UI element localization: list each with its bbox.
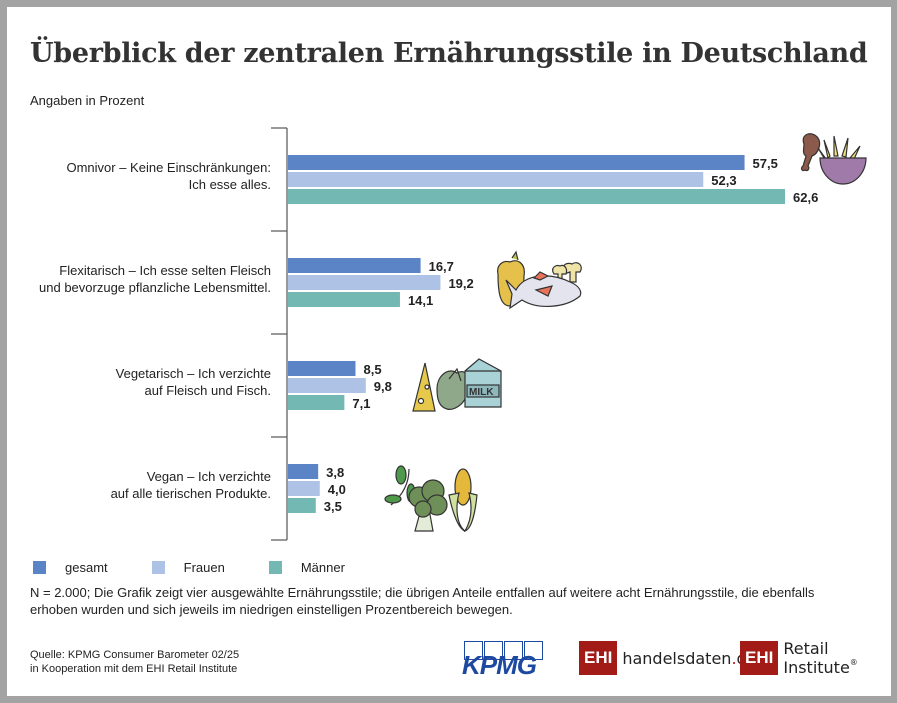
bar-chart: 57,5 16,7 8,5 3,8 52,3 19,2 9,8 4,0 62,6 14,1 7,1 3… (271, 127, 867, 541)
kpmg-boxes-icon (464, 641, 544, 660)
footnote: N = 2.000; Die Grafik zeigt vier ausgewä… (30, 585, 815, 617)
retail-institute-wordmark: Retail Institute® (783, 639, 858, 677)
category-label: Vegetarisch – Ich verzichte auf Fleisch u… (115, 366, 271, 398)
chicken-fries-icon (800, 133, 867, 185)
data-label: 7,1 (352, 396, 370, 411)
chart-subtitle: Angaben in Prozent (30, 93, 145, 108)
ehi-box: EHI (579, 641, 618, 675)
bar-männer (288, 395, 345, 410)
kpmg-logo: KPMG (462, 640, 548, 680)
data-label: 9,8 (374, 379, 392, 394)
data-label: 52,3 (711, 173, 736, 188)
bar-männer (288, 498, 316, 513)
legend-item-maenner: Männer (268, 560, 345, 575)
svg-text:MILK: MILK (469, 387, 494, 398)
bar-frauen (288, 172, 704, 187)
legend-item-frauen: Frauen (151, 560, 225, 575)
bar-gesamt (288, 258, 421, 273)
bar-frauen (288, 275, 441, 290)
bar-gesamt (288, 155, 745, 170)
category-label: Vegan – Ich verzichte auf alle tierischen… (110, 469, 271, 501)
legend-swatch (151, 561, 165, 574)
ehi-retail-institute-logo: EHI Retail Institute® (740, 639, 897, 677)
category-label: Flexitarisch – Ich esse selten Fleisch un… (39, 263, 271, 295)
category-labels: Omnivor – Keine Einschränkungen: Ich esse… (0, 0, 271, 703)
bar-gesamt (288, 464, 319, 479)
legend-label: gesamt (65, 560, 108, 575)
data-label: 19,2 (448, 276, 473, 291)
data-label: 3,5 (324, 499, 342, 514)
data-label: 57,5 (753, 156, 778, 171)
bar-frauen (288, 378, 366, 393)
data-label: 8,5 (363, 362, 381, 377)
data-label: 62,6 (793, 190, 818, 205)
source-line-2: in Kooperation mit dem EHI Retail Instit… (30, 663, 238, 675)
source-line-1: Quelle: KPMG Consumer Barometer 02/25 (30, 649, 240, 661)
legend-label: Männer (300, 560, 345, 575)
bar-frauen (288, 481, 320, 496)
legend-swatch (268, 561, 282, 574)
ehi-box: EHI (740, 641, 779, 675)
legend-label: Frauen (183, 560, 225, 575)
bar-männer (288, 292, 400, 307)
herb-broccoli-corn-icon (384, 465, 478, 533)
bar-männer (288, 189, 786, 204)
handelsdaten-wordmark: handelsdaten.de (622, 648, 756, 668)
category-label: Omnivor – Keine Einschränkungen: Ich esse… (66, 160, 271, 192)
legend: gesamt Frauen Männer (33, 560, 389, 575)
data-label: 16,7 (429, 259, 454, 274)
legend-swatch (33, 561, 46, 574)
legend-item-gesamt: gesamt (33, 560, 108, 575)
chart-card (7, 7, 891, 696)
pepper-fish-mushroom-icon (497, 250, 582, 310)
cheese-artichoke-milk-icon: MILK (412, 358, 502, 412)
handelsdaten-logo: EHI handelsdaten.de (579, 640, 757, 676)
kpmg-wordmark: KPMG (462, 650, 537, 680)
chart-title: Überblick der zentralen Ernährungsstile … (30, 38, 868, 69)
data-label: 4,0 (328, 482, 346, 497)
data-label: 14,1 (408, 293, 433, 308)
data-label: 3,8 (326, 465, 344, 480)
bar-gesamt (288, 361, 356, 376)
source: Quelle: KPMG Consumer Barometer 02/25 in… (30, 648, 239, 676)
